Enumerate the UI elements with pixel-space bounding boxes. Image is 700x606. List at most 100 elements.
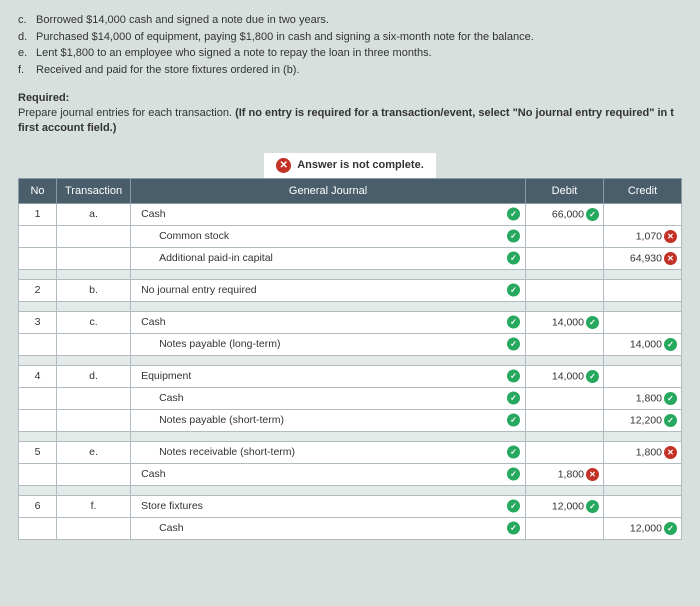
no-cell	[19, 387, 57, 409]
transaction-cell	[57, 247, 131, 269]
credit-value: 1,800	[636, 446, 662, 458]
credit-cell[interactable]: 14,000✓	[604, 333, 682, 355]
credit-value: 1,800	[636, 392, 662, 404]
debit-value: 1,800	[558, 468, 584, 480]
debit-cell[interactable]	[526, 225, 604, 247]
debit-cell[interactable]: 14,000✓	[526, 311, 604, 333]
general-journal-cell[interactable]: Cash ✓	[131, 517, 526, 539]
credit-cell[interactable]	[604, 311, 682, 333]
debit-cell[interactable]: 1,800✕	[526, 463, 604, 485]
debit-cell[interactable]	[526, 387, 604, 409]
account-name: Notes payable (short-term)	[137, 414, 284, 426]
debit-cell[interactable]	[526, 333, 604, 355]
table-row: 6f.Store fixtures✓12,000✓	[19, 495, 682, 517]
credit-cell[interactable]: 64,930✕	[604, 247, 682, 269]
transaction-cell: c.	[57, 311, 131, 333]
account-name: Cash	[137, 468, 166, 480]
required-section: Required: Prepare journal entries for ea…	[18, 92, 682, 137]
check-icon: ✓	[507, 392, 520, 405]
general-journal-cell[interactable]: Equipment✓	[131, 365, 526, 387]
general-journal-cell[interactable]: Common stock✓	[131, 225, 526, 247]
account-name: Common stock	[137, 230, 229, 242]
header-general-journal: General Journal	[131, 178, 526, 203]
x-icon: ✕	[664, 230, 677, 243]
credit-value: 64,930	[630, 252, 662, 264]
general-journal-cell[interactable]: Cash✓	[131, 387, 526, 409]
question-letter: d.	[18, 29, 36, 46]
debit-cell[interactable]	[526, 441, 604, 463]
x-icon: ✕	[664, 252, 677, 265]
header-credit: Credit	[604, 178, 682, 203]
table-row: Notes payable (long-term)✓ 14,000✓	[19, 333, 682, 355]
no-cell: 1	[19, 203, 57, 225]
general-journal-cell[interactable]: Store fixtures ✓	[131, 495, 526, 517]
account-name: Equipment	[137, 370, 191, 382]
general-journal-cell[interactable]: No journal entry required✓	[131, 279, 526, 301]
required-text-bold: (If no entry is required for a transacti…	[235, 107, 674, 119]
check-icon: ✓	[507, 522, 520, 535]
transaction-cell: b.	[57, 279, 131, 301]
question-letter: c.	[18, 12, 36, 29]
credit-cell[interactable]	[604, 279, 682, 301]
credit-cell[interactable]: 12,200✓	[604, 409, 682, 431]
debit-cell[interactable]	[526, 279, 604, 301]
credit-value: 1,070	[636, 230, 662, 242]
account-name: Additional paid-in capital	[137, 252, 273, 264]
account-name: No journal entry required	[137, 284, 257, 296]
account-name: Store fixtures	[137, 500, 203, 512]
question-text: Borrowed $14,000 cash and signed a note …	[36, 12, 329, 29]
general-journal-cell[interactable]: Cash✓	[131, 203, 526, 225]
general-journal-cell[interactable]: Notes receivable (short-term)✓	[131, 441, 526, 463]
debit-value: 66,000	[552, 208, 584, 220]
question-text: Received and paid for the store fixtures…	[36, 62, 300, 79]
debit-cell[interactable]	[526, 409, 604, 431]
check-icon: ✓	[586, 208, 599, 221]
account-name: Cash	[137, 522, 184, 534]
x-icon: ✕	[276, 158, 291, 173]
credit-value: 12,000	[630, 522, 662, 534]
check-icon: ✓	[586, 500, 599, 513]
check-icon: ✓	[664, 414, 677, 427]
debit-cell[interactable]	[526, 517, 604, 539]
check-icon: ✓	[664, 522, 677, 535]
credit-cell[interactable]: 1,800✕	[604, 441, 682, 463]
transaction-cell	[57, 387, 131, 409]
credit-cell[interactable]	[604, 463, 682, 485]
table-row: 2b.No journal entry required✓	[19, 279, 682, 301]
credit-cell[interactable]: 12,000✓	[604, 517, 682, 539]
transaction-cell	[57, 333, 131, 355]
no-cell	[19, 333, 57, 355]
transaction-cell	[57, 463, 131, 485]
credit-cell[interactable]	[604, 495, 682, 517]
no-cell	[19, 225, 57, 247]
answer-status-text: Answer is not complete.	[297, 159, 424, 171]
answer-status-banner: ✕ Answer is not complete.	[18, 153, 682, 178]
credit-cell[interactable]	[604, 203, 682, 225]
debit-cell[interactable]	[526, 247, 604, 269]
question-text: Lent $1,800 to an employee who signed a …	[36, 45, 432, 62]
transaction-cell: d.	[57, 365, 131, 387]
general-journal-cell[interactable]: Additional paid-in capital✓	[131, 247, 526, 269]
check-icon: ✓	[507, 468, 520, 481]
question-item: c.Borrowed $14,000 cash and signed a not…	[18, 12, 682, 29]
credit-cell[interactable]: 1,070✕	[604, 225, 682, 247]
credit-cell[interactable]	[604, 365, 682, 387]
check-icon: ✓	[507, 500, 520, 513]
debit-cell[interactable]: 66,000✓	[526, 203, 604, 225]
table-row: Additional paid-in capital✓ 64,930✕	[19, 247, 682, 269]
transaction-cell: f.	[57, 495, 131, 517]
table-row: Cash✓12,000✓	[19, 517, 682, 539]
debit-cell[interactable]: 14,000✓	[526, 365, 604, 387]
general-journal-cell[interactable]: Cash ✓	[131, 463, 526, 485]
required-text: Prepare journal entries for each transac…	[18, 106, 682, 137]
required-text-plain: Prepare journal entries for each transac…	[18, 107, 235, 119]
check-icon: ✓	[664, 338, 677, 351]
general-journal-cell[interactable]: Notes payable (long-term)✓	[131, 333, 526, 355]
general-journal-cell[interactable]: Cash✓	[131, 311, 526, 333]
credit-cell[interactable]: 1,800✓	[604, 387, 682, 409]
table-row: 3c.Cash✓14,000✓	[19, 311, 682, 333]
debit-cell[interactable]: 12,000✓	[526, 495, 604, 517]
no-cell	[19, 517, 57, 539]
x-icon: ✕	[586, 468, 599, 481]
general-journal-cell[interactable]: Notes payable (short-term)✓	[131, 409, 526, 431]
